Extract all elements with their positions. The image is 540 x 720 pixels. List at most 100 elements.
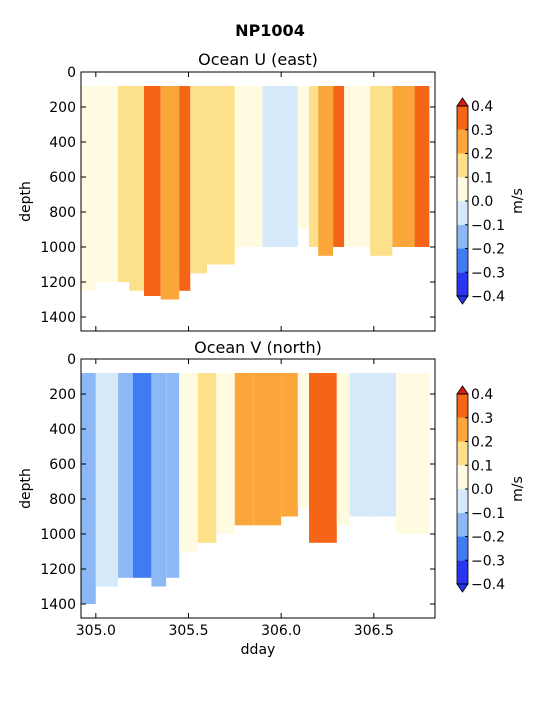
panel-2: Ocean V (north) 0 200 400 600 800 1000 1200 1400… xyxy=(18,338,526,658)
data-cell xyxy=(179,86,191,291)
data-region xyxy=(81,86,430,300)
colorbar-band xyxy=(457,177,468,202)
data-cell xyxy=(166,373,180,578)
colorbar-tick-label: −0.3 xyxy=(471,553,505,569)
colorbar-tick-label: 0.0 xyxy=(471,194,493,210)
colorbar: −0.4 −0.3 −0.2 −0.1 0.0 0.1 0.2 0.3 0.4 m/s xyxy=(456,385,526,593)
colorbar-tick-label: 0.1 xyxy=(471,170,493,186)
data-cell xyxy=(344,86,371,247)
y-tick-label: 1000 xyxy=(40,240,76,256)
suptitle: NP1004 xyxy=(235,21,305,40)
colorbar-unit-label: m/s xyxy=(510,476,526,502)
data-cell xyxy=(179,373,198,552)
data-cell xyxy=(129,86,144,291)
panel-1: Ocean U (east) 0 200 400 600 800 1000 1200 1400 d… xyxy=(18,50,526,332)
data-cell xyxy=(336,373,350,526)
plot-frame xyxy=(80,358,436,619)
colorbar-band xyxy=(457,512,468,537)
colorbar-tick-label: −0.3 xyxy=(471,265,505,281)
colorbar-band xyxy=(457,248,468,273)
data-cell xyxy=(281,373,298,517)
data-cell xyxy=(190,86,208,274)
data-cell xyxy=(414,86,430,247)
y-tick-label: 400 xyxy=(49,135,76,151)
data-cell xyxy=(253,373,282,526)
data-cell xyxy=(144,86,161,296)
y-tick-label: 0 xyxy=(67,352,76,368)
data-cell xyxy=(132,373,152,578)
colorbar-tick-label: 0.1 xyxy=(471,458,493,474)
colorbar-tick-label: −0.4 xyxy=(471,289,505,305)
colorbar: −0.4 −0.3 −0.2 −0.1 0.0 0.1 0.2 0.3 0.4 m/s xyxy=(456,97,526,305)
y-tick-label: 600 xyxy=(49,457,76,473)
x-tick-label: 305.0 xyxy=(76,623,116,639)
colorbar-extend-top xyxy=(456,97,469,107)
y-tick-label: 400 xyxy=(49,422,76,438)
y-tick-label: 1400 xyxy=(40,597,76,613)
colorbar-tick-label: 0.4 xyxy=(471,387,493,403)
data-cell xyxy=(373,373,396,517)
y-tick-label: 600 xyxy=(49,170,76,186)
colorbar-unit-label: m/s xyxy=(510,188,526,214)
colorbar-band xyxy=(457,201,468,225)
y-tick-label: 200 xyxy=(49,100,76,116)
data-cell xyxy=(318,86,333,256)
data-cell xyxy=(396,373,430,534)
panel-title: Ocean U (east) xyxy=(198,50,318,69)
colorbar-band xyxy=(457,560,468,585)
data-cell xyxy=(297,86,309,230)
data-cell xyxy=(118,86,130,282)
x-tick-label: 306.0 xyxy=(261,623,301,639)
data-cell xyxy=(197,373,217,543)
colorbar-tick-label: −0.2 xyxy=(471,242,505,258)
colorbar-band xyxy=(457,129,468,154)
panel-title: Ocean V (north) xyxy=(194,338,322,357)
y-axis-label: depth xyxy=(18,468,34,509)
colorbar-tick-label: −0.1 xyxy=(471,506,505,522)
colorbar-band xyxy=(457,394,468,418)
x-tick-label: 306.5 xyxy=(354,623,394,639)
data-cell xyxy=(95,373,118,587)
data-cell xyxy=(297,373,309,508)
data-cell xyxy=(234,86,263,247)
x-axis-label: dday xyxy=(241,642,276,658)
plot-frame xyxy=(80,71,436,332)
data-cell xyxy=(370,86,393,256)
y-tick-label: 1000 xyxy=(40,527,76,543)
colorbar-band xyxy=(457,272,468,297)
y-tick-label: 800 xyxy=(49,492,76,508)
y-tick-label: 1400 xyxy=(40,310,76,326)
colorbar-band xyxy=(457,224,468,249)
colorbar-tick-label: 0.2 xyxy=(471,147,493,163)
data-region xyxy=(81,373,430,604)
colorbar-extend-top xyxy=(456,385,469,395)
colorbar-tick-label: 0.0 xyxy=(471,482,493,498)
data-cell xyxy=(216,373,235,534)
y-tick-label: 1200 xyxy=(40,562,76,578)
colorbar-band xyxy=(457,441,468,466)
y-tick-label: 800 xyxy=(49,205,76,221)
colorbar-band xyxy=(457,106,468,130)
colorbar-tick-label: 0.2 xyxy=(471,435,493,451)
colorbar-band xyxy=(457,417,468,442)
data-cell xyxy=(81,373,96,604)
data-cell xyxy=(309,86,319,247)
colorbar-band xyxy=(457,465,468,490)
colorbar-tick-label: −0.1 xyxy=(471,218,505,234)
y-axis-label: depth xyxy=(18,181,34,222)
data-cell xyxy=(160,86,180,300)
data-cell xyxy=(81,86,96,291)
colorbar-band xyxy=(457,153,468,178)
colorbar-tick-label: −0.4 xyxy=(471,577,505,593)
x-tick-label: 305.5 xyxy=(168,623,208,639)
data-cell xyxy=(95,86,118,282)
data-cell xyxy=(333,86,345,247)
y-tick-label: 200 xyxy=(49,387,76,403)
data-cell xyxy=(118,373,133,578)
y-tick-label: 1200 xyxy=(40,275,76,291)
data-cell xyxy=(392,86,415,247)
colorbar-band xyxy=(457,489,468,513)
data-cell xyxy=(151,373,167,587)
data-cell xyxy=(262,86,298,247)
